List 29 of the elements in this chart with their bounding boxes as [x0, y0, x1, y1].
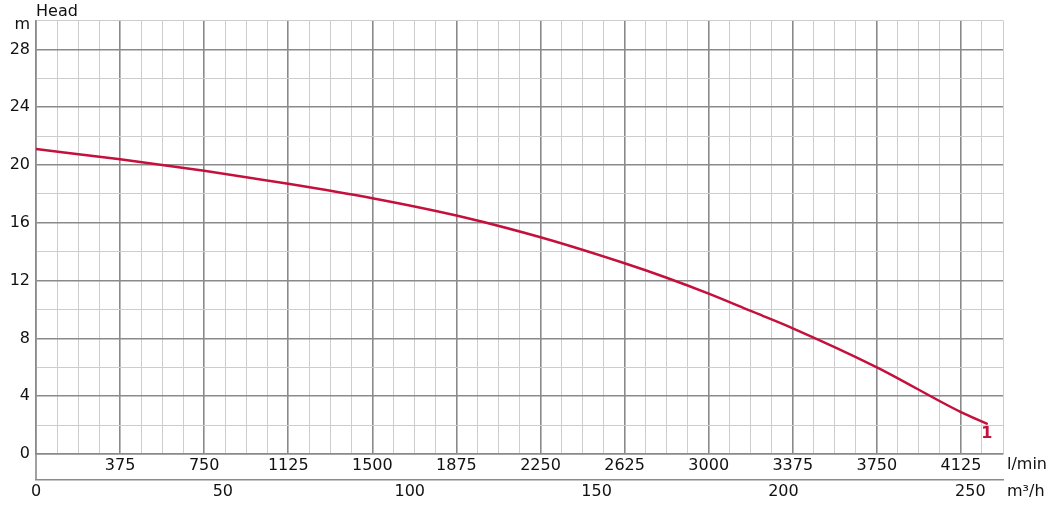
y-tick-label: 24: [9, 96, 30, 116]
y-tick-label: 16: [9, 211, 30, 231]
x-tick-label: 3000: [688, 454, 730, 474]
x2-axis-title: m³/h: [1007, 481, 1045, 501]
x-tick-label: 1875: [436, 454, 477, 474]
y-tick-label: 12: [9, 269, 30, 289]
x2-tick-label: 100: [394, 480, 425, 500]
x-tick-label: 1500: [351, 454, 393, 474]
y-axis-title: Head: [36, 0, 78, 20]
y-tick-label: 8: [19, 327, 30, 347]
y-tick-label: 28: [9, 38, 30, 58]
x2-tick-label: 150: [581, 480, 612, 500]
x2-tick-label: 50: [212, 480, 234, 500]
x-tick-label: 1125: [267, 454, 309, 474]
y-tick-label: 0: [19, 443, 30, 463]
x2-tick-label: 200: [768, 480, 799, 500]
series-label: 1: [981, 422, 993, 442]
x-tick-label: 2250: [520, 454, 561, 474]
x-tick-label: 375: [104, 454, 136, 474]
x-tick-label: 4125: [940, 454, 982, 474]
x-tick-label: 2625: [604, 454, 645, 474]
x-tick-label: 750: [188, 454, 220, 474]
y-tick-label: 4: [19, 385, 30, 405]
x-tick-label: 3750: [856, 454, 898, 474]
x2-tick-label: 250: [955, 480, 986, 500]
x-axis-title: l/min: [1007, 454, 1048, 474]
text: m: [14, 13, 30, 33]
x-tick-label: 3375: [772, 454, 814, 474]
y-tick-label: 20: [9, 154, 30, 174]
